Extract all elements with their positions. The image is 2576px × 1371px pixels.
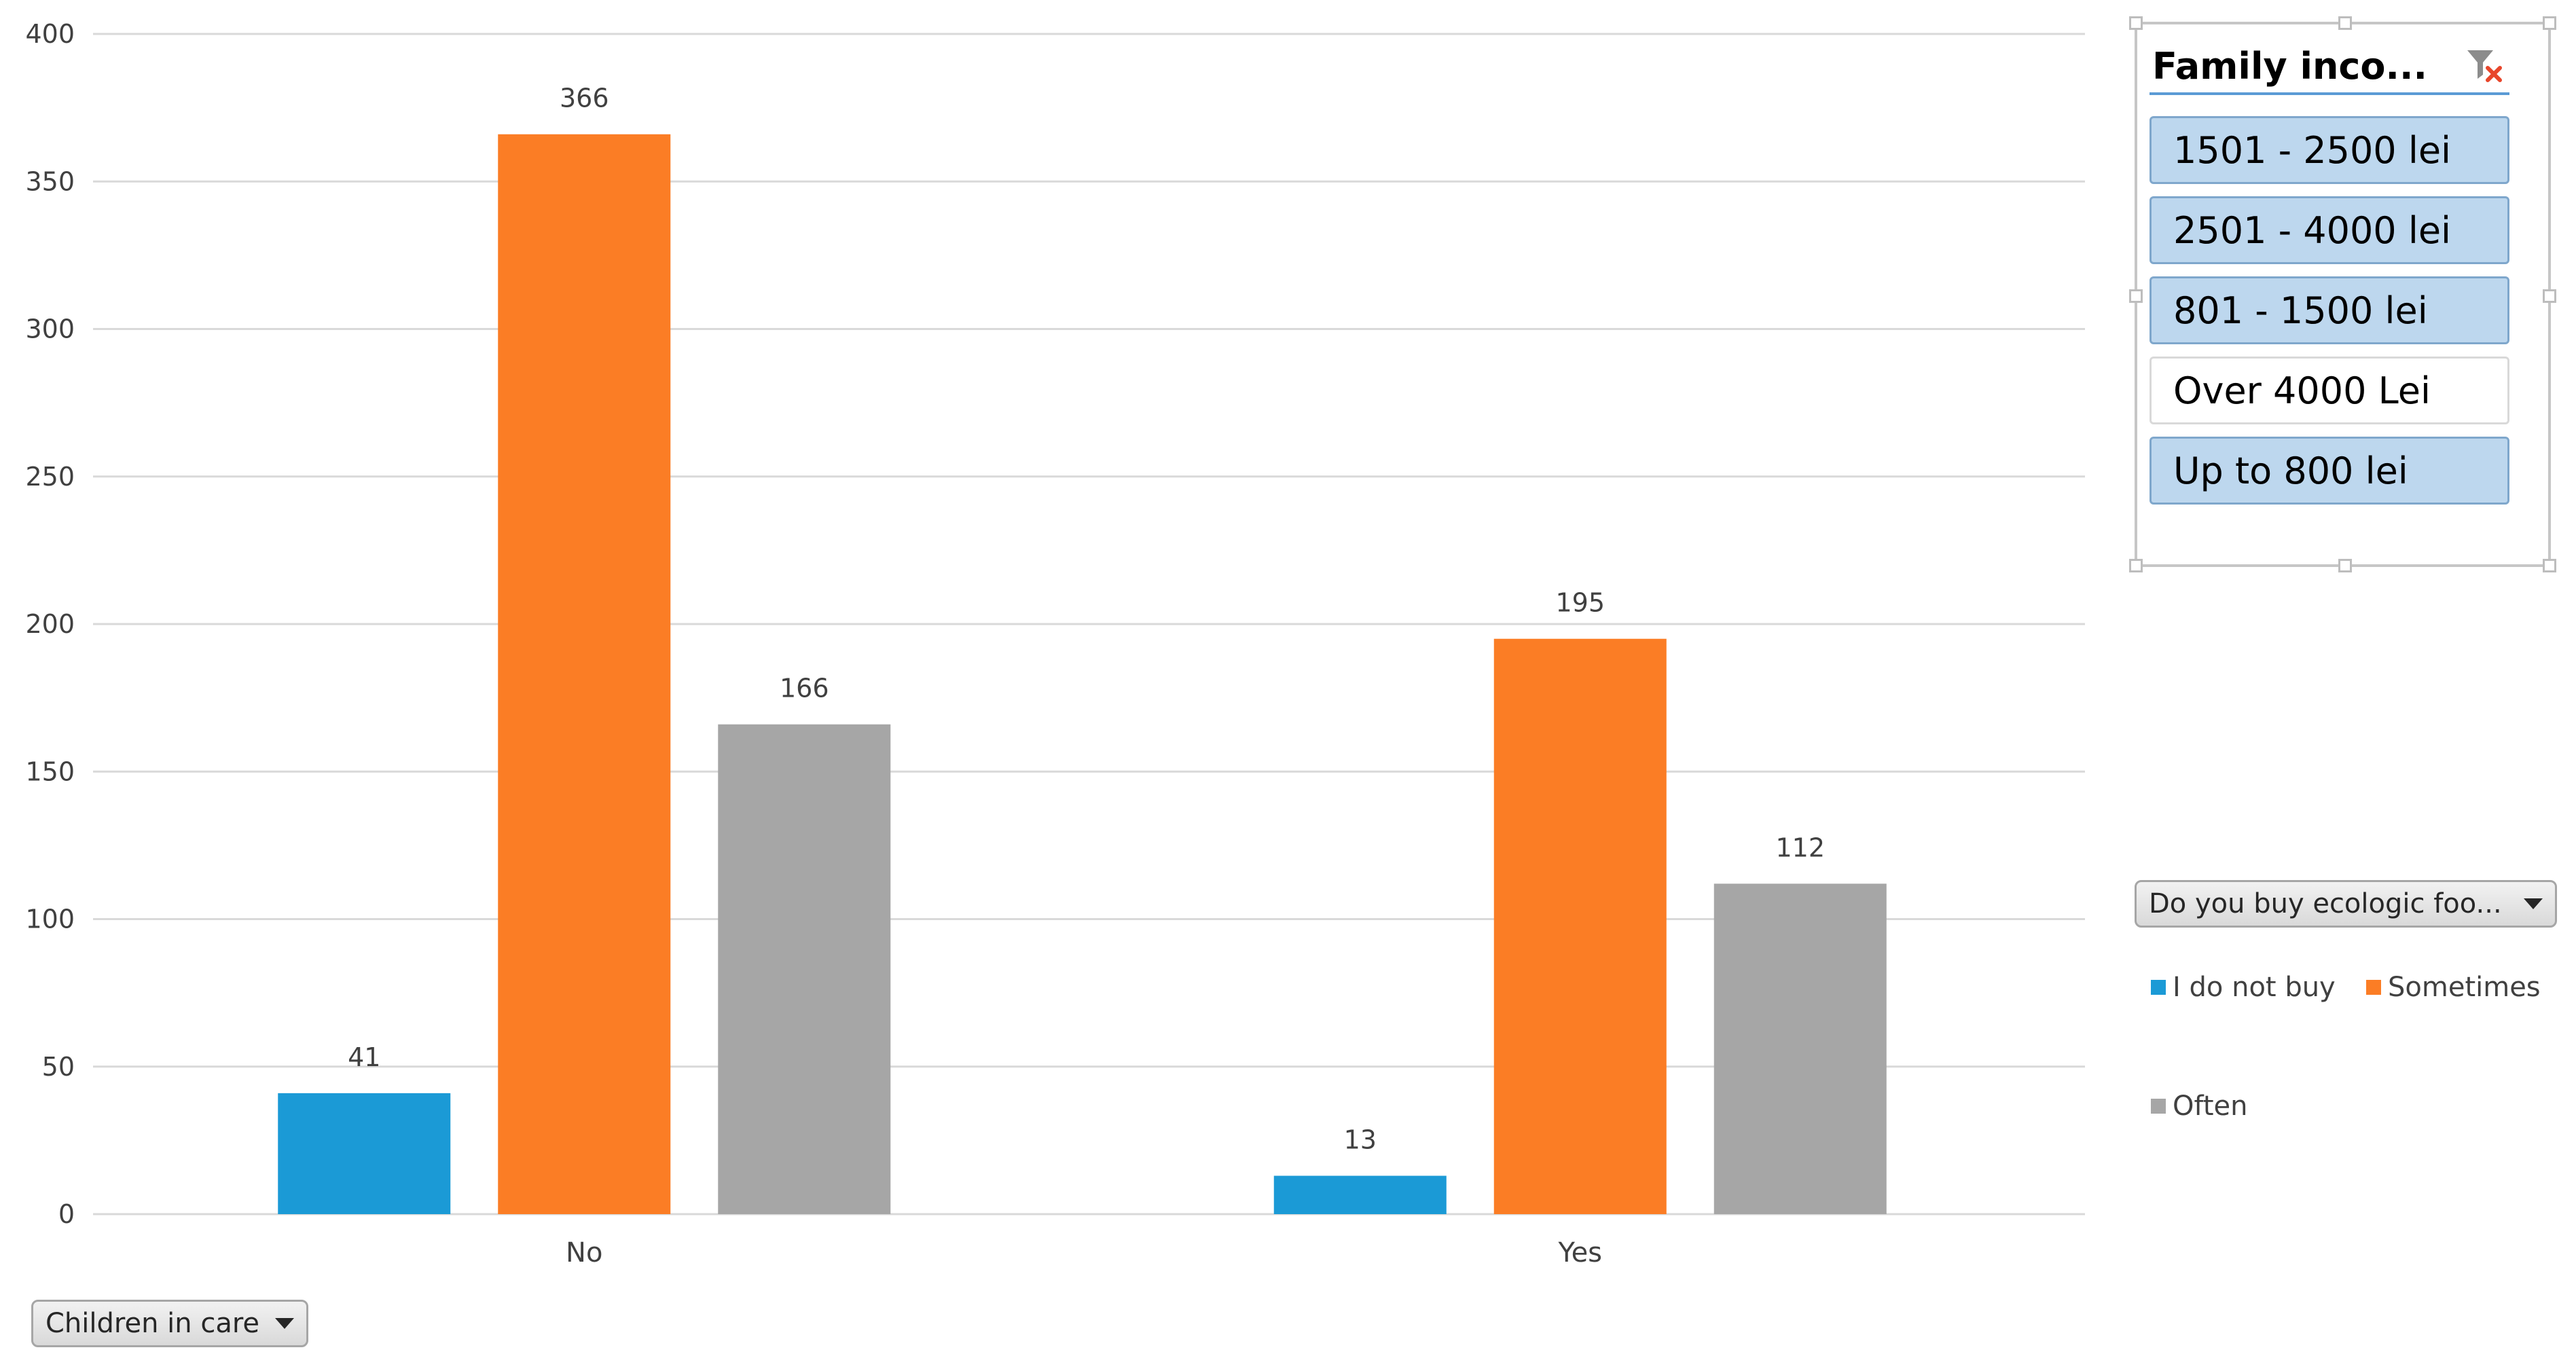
legend-field-label: Do you buy ecologic foo... <box>2149 888 2502 919</box>
legend-item-sometimes[interactable]: Sometimes <box>2366 972 2541 1002</box>
chevron-down-icon <box>2524 898 2543 909</box>
slicer-item[interactable]: 1501 - 2500 lei <box>2149 116 2509 184</box>
legend-swatch <box>2366 980 2381 995</box>
clear-filter-icon[interactable] <box>2463 45 2504 86</box>
resize-handle[interactable] <box>2543 289 2556 303</box>
resize-handle[interactable] <box>2129 16 2143 30</box>
legend-label: I do not buy <box>2173 972 2336 1003</box>
slicer-item[interactable]: Up to 800 lei <box>2149 437 2509 505</box>
resize-handle[interactable] <box>2338 559 2352 572</box>
slicer-header: Family inco... <box>2149 38 2509 95</box>
resize-handle[interactable] <box>2129 289 2143 303</box>
bar <box>718 724 891 1214</box>
bar <box>1493 638 1667 1214</box>
legend-field-button[interactable]: Do you buy ecologic foo... <box>2135 880 2557 928</box>
data-label: 13 <box>1344 1125 1377 1155</box>
y-tick-label: 200 <box>25 609 75 639</box>
slicer-item[interactable]: Over 4000 Lei <box>2149 357 2509 424</box>
y-tick-label: 300 <box>25 314 75 344</box>
axis-field-button[interactable]: Children in care <box>31 1300 308 1347</box>
legend-label: Often <box>2173 1091 2248 1122</box>
chevron-down-icon <box>275 1318 294 1329</box>
y-tick-label: 100 <box>25 904 75 934</box>
y-tick-label: 0 <box>58 1199 75 1229</box>
y-tick-label: 250 <box>25 462 75 492</box>
legend-swatch <box>2151 1099 2166 1114</box>
x-tick-label: No <box>566 1237 602 1268</box>
bar <box>1713 883 1887 1214</box>
data-label: 41 <box>348 1042 380 1072</box>
y-tick-label: 400 <box>25 19 75 49</box>
data-label: 366 <box>560 84 609 113</box>
resize-handle[interactable] <box>2543 559 2556 572</box>
resize-handle[interactable] <box>2338 16 2352 30</box>
data-label: 112 <box>1775 833 1825 862</box>
bar <box>1273 1175 1447 1214</box>
resize-handle[interactable] <box>2129 559 2143 572</box>
legend-item-often[interactable]: Often <box>2151 1091 2248 1121</box>
slicer-item[interactable]: 801 - 1500 lei <box>2149 276 2509 344</box>
slicer-item[interactable]: 2501 - 4000 lei <box>2149 196 2509 264</box>
y-tick-label: 50 <box>42 1052 75 1082</box>
resize-handle[interactable] <box>2543 16 2556 30</box>
legend-label: Sometimes <box>2388 972 2541 1003</box>
y-tick-label: 350 <box>25 166 75 196</box>
data-label: 195 <box>1555 588 1605 618</box>
bar <box>278 1093 451 1214</box>
x-tick-label: Yes <box>1557 1237 1602 1268</box>
bar <box>498 134 671 1215</box>
family-income-slicer[interactable]: Family inco... 1501 - 2500 lei 2501 - 400… <box>2129 16 2556 572</box>
slicer-title: Family inco... <box>2152 45 2428 88</box>
legend-swatch <box>2151 980 2166 995</box>
legend-item-i-do-not-buy[interactable]: I do not buy <box>2151 972 2336 1002</box>
data-label: 166 <box>780 674 829 703</box>
y-tick-label: 150 <box>25 756 75 786</box>
axis-field-label: Children in care <box>46 1308 259 1339</box>
